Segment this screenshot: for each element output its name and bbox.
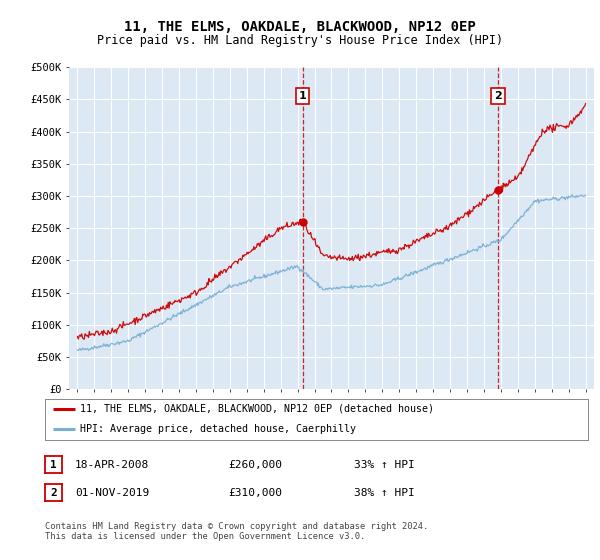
Text: £260,000: £260,000 xyxy=(228,460,282,470)
Text: HPI: Average price, detached house, Caerphilly: HPI: Average price, detached house, Caer… xyxy=(80,424,356,435)
Text: 18-APR-2008: 18-APR-2008 xyxy=(75,460,149,470)
Text: 11, THE ELMS, OAKDALE, BLACKWOOD, NP12 0EP (detached house): 11, THE ELMS, OAKDALE, BLACKWOOD, NP12 0… xyxy=(80,404,434,414)
Text: 1: 1 xyxy=(50,460,57,470)
Text: £310,000: £310,000 xyxy=(228,488,282,498)
Text: 33% ↑ HPI: 33% ↑ HPI xyxy=(354,460,415,470)
Text: 38% ↑ HPI: 38% ↑ HPI xyxy=(354,488,415,498)
Text: 11, THE ELMS, OAKDALE, BLACKWOOD, NP12 0EP: 11, THE ELMS, OAKDALE, BLACKWOOD, NP12 0… xyxy=(124,20,476,34)
Text: 2: 2 xyxy=(494,91,502,101)
Text: 1: 1 xyxy=(299,91,307,101)
Text: Contains HM Land Registry data © Crown copyright and database right 2024.
This d: Contains HM Land Registry data © Crown c… xyxy=(45,522,428,542)
Text: 01-NOV-2019: 01-NOV-2019 xyxy=(75,488,149,498)
Text: 2: 2 xyxy=(50,488,57,498)
Text: Price paid vs. HM Land Registry's House Price Index (HPI): Price paid vs. HM Land Registry's House … xyxy=(97,34,503,46)
